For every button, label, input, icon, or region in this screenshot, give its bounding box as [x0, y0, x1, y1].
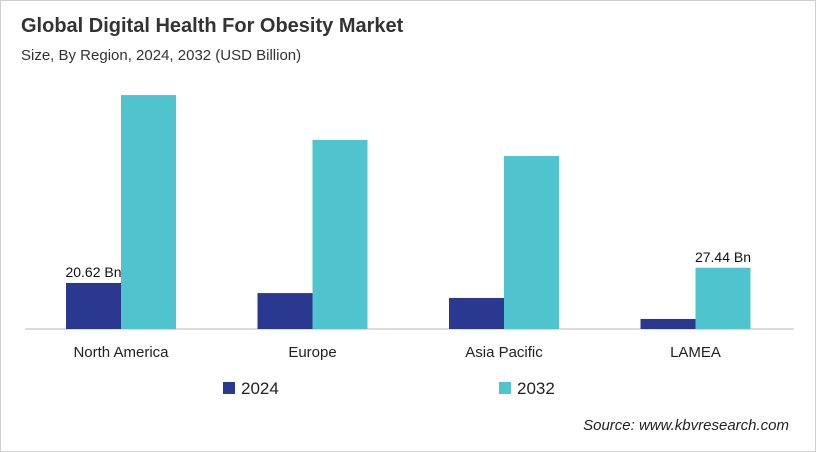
bar-2024-asia-pacific — [449, 297, 504, 329]
x-tick-label: Asia Pacific — [465, 344, 543, 361]
legend-swatch-2032 — [499, 382, 511, 394]
bar-2032-europe — [312, 139, 368, 329]
data-label: 27.44 Bn — [695, 249, 751, 265]
bar-2032-north-america — [121, 95, 176, 329]
legend-label: 2032 — [517, 379, 555, 398]
data-label: 20.62 Bn — [65, 264, 121, 280]
x-tick-label: Europe — [288, 344, 336, 361]
bar-2024-europe — [257, 293, 313, 329]
chart-subtitle: Size, By Region, 2024, 2032 (USD Billion… — [21, 47, 302, 64]
source-note: Source: www.kbvresearch.com — [583, 417, 789, 434]
bar-2032-lamea — [695, 267, 751, 329]
x-tick-label: LAMEA — [670, 344, 721, 361]
bar-2024-north-america — [66, 282, 121, 329]
bar-2024-lamea — [640, 318, 696, 329]
bar-2032-asia-pacific — [504, 156, 559, 329]
legend-swatch-2024 — [223, 382, 235, 394]
legend-label: 2024 — [241, 379, 279, 398]
x-tick-label: North America — [73, 344, 169, 361]
chart-title: Global Digital Health For Obesity Market — [21, 15, 404, 37]
